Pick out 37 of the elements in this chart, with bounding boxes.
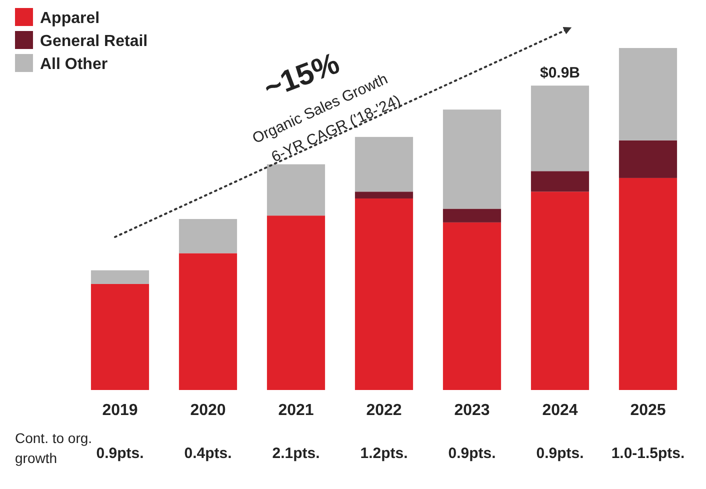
bar	[354, 198, 414, 390]
x-tick-label: 2025	[630, 402, 666, 419]
x-tick-label: 2022	[366, 402, 402, 419]
text: 0.9pts.	[536, 445, 584, 462]
bar	[354, 136, 414, 192]
legend-label: Apparel	[40, 10, 100, 27]
bar	[266, 164, 326, 216]
text: 0.9pts.	[448, 445, 496, 462]
text: 1.0-1.5pts.	[611, 445, 685, 462]
annotation: $0.9B	[540, 64, 580, 82]
bar	[354, 192, 414, 198]
text: 0.4pts.	[184, 445, 232, 462]
bar	[442, 222, 502, 390]
bar	[178, 253, 238, 390]
x-tick-label: 2020	[190, 402, 226, 419]
bar	[618, 48, 678, 140]
bar	[618, 178, 678, 390]
legend-label: General Retail	[40, 33, 148, 50]
legend-label: All Other	[40, 56, 108, 73]
x-tick-label: 2023	[454, 402, 490, 419]
x-tick-label: 2021	[278, 402, 314, 419]
bar	[90, 270, 150, 284]
bar	[618, 140, 678, 178]
text: 0.9pts.	[96, 445, 144, 462]
x-tick-label: 2024	[542, 402, 578, 419]
bar	[530, 192, 590, 390]
x-tick-label: 2019	[102, 402, 138, 419]
bar	[266, 216, 326, 390]
bar	[530, 86, 590, 172]
bar	[530, 171, 590, 192]
bar	[90, 284, 150, 390]
text: 2.1pts.	[272, 445, 320, 462]
text: Cont. to org. growth	[15, 430, 92, 466]
bar	[178, 219, 238, 254]
text: 1.2pts.	[360, 445, 408, 462]
bar	[442, 208, 502, 222]
bar	[442, 110, 502, 209]
